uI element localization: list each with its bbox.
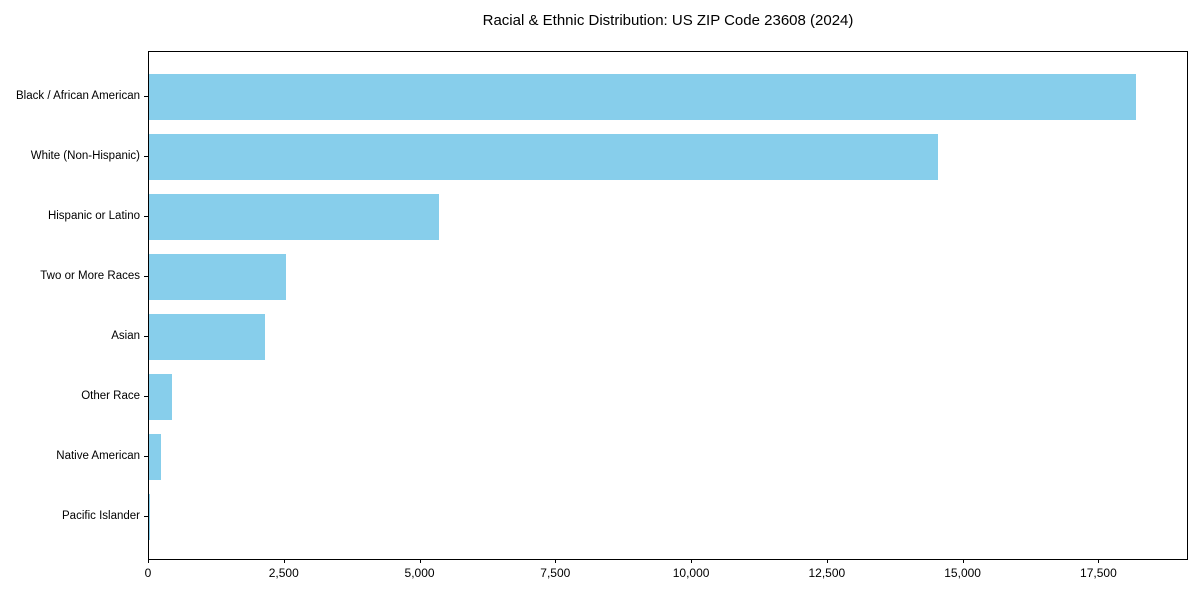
y-tick-mark: [144, 216, 148, 217]
x-tick-mark: [1098, 559, 1100, 563]
x-tick-label-0: 0: [144, 566, 152, 580]
x-tick-mark: [555, 559, 557, 563]
x-tick-label-2500: 2,500: [268, 566, 299, 580]
bar-two-or-more-races: [149, 254, 287, 300]
y-tick-label-other-race: Other Race: [81, 390, 140, 402]
y-tick-label-asian: Asian: [111, 330, 140, 342]
x-tick-mark: [691, 559, 693, 563]
y-tick-label-two-or-more-races: Two or More Races: [40, 270, 140, 282]
bar-black-african-american: [149, 74, 1136, 120]
plot-area: [148, 51, 1188, 560]
bar-white-non-hispanic: [149, 134, 938, 180]
y-tick-label-white-non-hispanic: White (Non-Hispanic): [30, 150, 140, 162]
x-tick-label-10000: 10,000: [672, 566, 710, 580]
y-tick-label-black-african-american: Black / African American: [16, 90, 140, 102]
bar-hispanic-or-latino: [149, 194, 439, 240]
x-tick-label-15000: 15,000: [944, 566, 981, 580]
y-tick-mark: [144, 156, 148, 157]
y-tick-label-pacific-islander: Pacific Islander: [62, 510, 140, 522]
x-tick-label-5000: 5,000: [404, 566, 435, 580]
y-tick-mark: [144, 336, 148, 337]
x-tick-label-12500: 12,500: [808, 566, 846, 580]
x-tick-mark: [962, 559, 964, 563]
y-tick-mark: [144, 396, 148, 397]
chart-title: Racial & Ethnic Distribution: US ZIP Cod…: [482, 12, 854, 29]
x-tick-mark: [148, 559, 149, 563]
x-tick-label-17500: 17,500: [1080, 566, 1117, 580]
bar-other-race: [149, 374, 173, 420]
y-tick-mark: [144, 276, 148, 277]
x-tick-mark: [826, 559, 828, 563]
y-tick-mark: [144, 96, 148, 97]
y-tick-label-native-american: Native American: [56, 450, 140, 462]
bar-asian: [149, 314, 265, 360]
x-tick-label-7500: 7,500: [540, 566, 571, 580]
x-tick-mark: [419, 559, 421, 563]
y-tick-label-hispanic-or-latino: Hispanic or Latino: [47, 210, 140, 222]
bar-native-american: [149, 434, 161, 480]
x-tick-mark: [283, 559, 285, 563]
y-tick-mark: [144, 516, 148, 517]
y-tick-mark: [144, 456, 148, 457]
bar-pacific-islander: [149, 494, 151, 540]
